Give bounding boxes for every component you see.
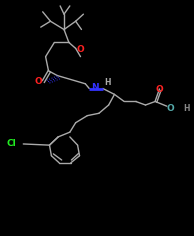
Text: O: O bbox=[77, 45, 84, 54]
Text: O: O bbox=[155, 85, 163, 94]
Text: O: O bbox=[167, 104, 175, 113]
Text: H: H bbox=[104, 78, 111, 87]
Text: N: N bbox=[91, 83, 99, 92]
Text: Cl: Cl bbox=[7, 139, 16, 148]
Text: O: O bbox=[35, 77, 43, 86]
Text: H: H bbox=[183, 104, 190, 113]
